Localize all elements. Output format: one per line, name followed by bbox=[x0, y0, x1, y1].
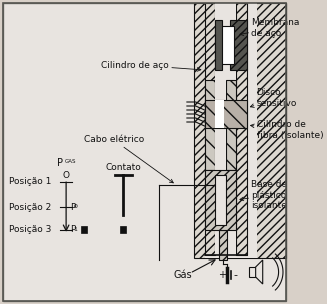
Text: Gás: Gás bbox=[173, 270, 192, 280]
Bar bbox=[215, 20, 222, 70]
Text: Posição 3: Posição 3 bbox=[9, 226, 51, 234]
Bar bbox=[204, 170, 236, 230]
Bar bbox=[215, 100, 224, 128]
Bar bbox=[81, 226, 87, 233]
Text: P: P bbox=[58, 158, 63, 168]
Text: 1: 1 bbox=[73, 227, 77, 232]
Text: Membrana
de aço: Membrana de aço bbox=[240, 18, 300, 38]
Bar bbox=[236, 3, 247, 255]
Text: Contato: Contato bbox=[106, 164, 141, 172]
Text: 0: 0 bbox=[73, 204, 77, 209]
Text: GAS: GAS bbox=[64, 159, 76, 164]
Bar bbox=[219, 230, 228, 260]
Bar bbox=[250, 267, 256, 277]
Text: P: P bbox=[70, 226, 75, 234]
Bar bbox=[215, 26, 234, 64]
Bar bbox=[215, 80, 226, 170]
Text: +: + bbox=[218, 270, 226, 280]
Polygon shape bbox=[256, 260, 263, 284]
Text: Cabo elétrico: Cabo elétrico bbox=[84, 136, 173, 183]
Text: -: - bbox=[233, 270, 237, 280]
Text: Posição 1: Posição 1 bbox=[9, 178, 51, 186]
Text: Cilindro de
fibra (isolante): Cilindro de fibra (isolante) bbox=[250, 120, 323, 140]
Text: Disco
sensitivo: Disco sensitivo bbox=[250, 88, 297, 108]
Bar bbox=[204, 80, 215, 170]
Text: Cilindro de aço: Cilindro de aço bbox=[101, 60, 201, 71]
Text: O: O bbox=[62, 171, 70, 179]
Bar bbox=[204, 3, 257, 258]
Text: Posição 2: Posição 2 bbox=[9, 202, 51, 212]
Bar bbox=[120, 226, 126, 233]
Bar bbox=[215, 175, 226, 225]
Text: Base de
plástico
isolante: Base de plástico isolante bbox=[240, 180, 287, 210]
Bar bbox=[194, 3, 285, 258]
Bar bbox=[204, 3, 215, 255]
Bar bbox=[226, 80, 236, 170]
Bar bbox=[215, 3, 236, 255]
Bar bbox=[230, 20, 247, 70]
Bar bbox=[204, 100, 247, 128]
Text: P: P bbox=[70, 202, 75, 212]
